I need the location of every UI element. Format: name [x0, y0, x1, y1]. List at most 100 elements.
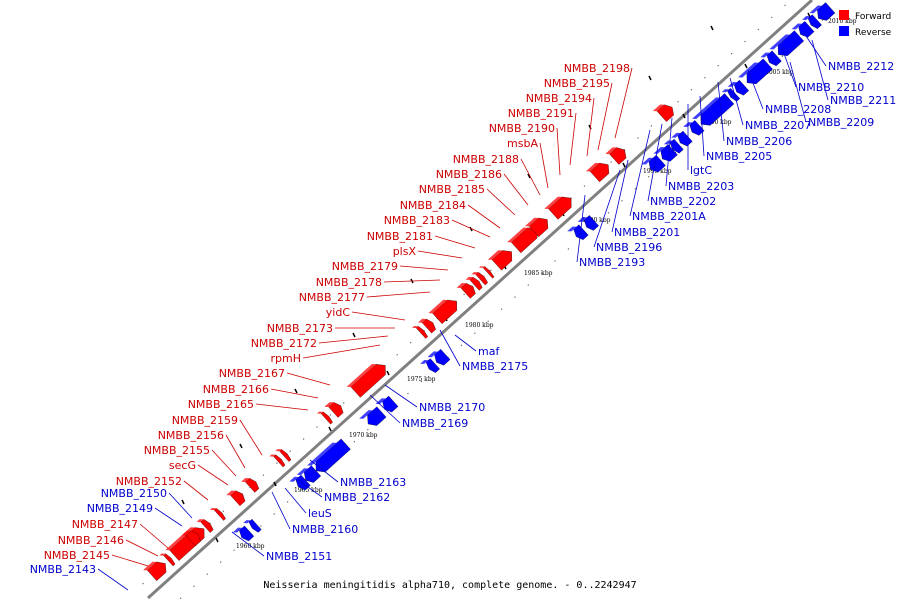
- forward-gene-label: msbA: [507, 137, 538, 150]
- leader-line: [811, 39, 829, 101]
- reverse-gene-arrow: [738, 58, 773, 85]
- forward-gene-label: NMBB_2165: [188, 398, 254, 411]
- leader-line: [384, 384, 418, 408]
- reverse-gene-arrow: [809, 2, 836, 21]
- scale-dot: [289, 450, 291, 452]
- scale-dot: [179, 597, 182, 599]
- leader-line: [97, 568, 129, 591]
- scale-dot: [193, 585, 195, 587]
- forward-gene-arrow: [209, 508, 226, 521]
- reverse-gene-label: NMBB_2162: [324, 491, 390, 504]
- forward-gene-label: NMBB_2179: [332, 260, 398, 273]
- leader-line: [439, 329, 461, 367]
- scale-dot: [222, 510, 224, 512]
- leader-line: [451, 219, 491, 238]
- leader-line: [486, 188, 516, 216]
- forward-gene-label: NMBB_2173: [267, 322, 333, 335]
- reverse-gene-arrow: [791, 21, 815, 38]
- reverse-gene-arrow: [769, 30, 804, 56]
- scale-dot: [744, 40, 746, 43]
- reverse-gene-label: NMBB_2169: [402, 417, 468, 430]
- reverse-gene-arrow: [641, 154, 666, 173]
- forward-gene-arrow: [456, 283, 476, 299]
- leader-line: [586, 97, 595, 157]
- reverse-gene-arrow: [727, 79, 749, 96]
- forward-gene-label: NMBB_2167: [219, 367, 285, 380]
- major-tick: [386, 370, 390, 376]
- major-tick: [710, 25, 714, 31]
- major-tick: [294, 388, 298, 394]
- leader-line: [503, 173, 529, 206]
- leader-line: [369, 394, 401, 424]
- reverse-gene-label: NMBB_2202: [650, 195, 716, 208]
- scale-dot: [690, 89, 693, 91]
- scale-dot: [353, 441, 356, 443]
- scale-dot: [316, 426, 318, 428]
- scale-dot: [329, 414, 331, 416]
- scale-dot: [781, 55, 784, 57]
- reverse-gene-label: NMBB_2170: [419, 401, 485, 414]
- leader-line: [665, 117, 673, 187]
- scale-dot: [260, 525, 262, 527]
- forward-gene-arrow: [465, 276, 483, 291]
- forward-gene-label: secG: [169, 459, 196, 472]
- scale-dot: [302, 438, 305, 440]
- forward-gene-arrow: [585, 162, 610, 183]
- leader-line: [629, 129, 651, 217]
- tick-label: 1990 kbp: [582, 217, 611, 224]
- forward-gene-arrow: [418, 318, 436, 334]
- scale-dot: [527, 284, 529, 286]
- forward-gene-label: NMBB_2146: [58, 534, 124, 547]
- reverse-gene-label: NMBB_2149: [87, 502, 153, 515]
- scale-dot: [821, 19, 824, 21]
- reverse-gene-label: NMBB_2151: [266, 550, 332, 563]
- scale-dot: [583, 185, 586, 187]
- leader-line: [139, 523, 169, 549]
- forward-gene-label: NMBB_2198: [564, 62, 630, 75]
- leader-line: [614, 67, 633, 139]
- legend: Forward Reverse: [839, 10, 892, 38]
- leader-line: [211, 449, 237, 477]
- forward-gene-arrow: [605, 147, 627, 165]
- reverse-gene-arrow: [307, 438, 351, 473]
- leader-line: [183, 480, 209, 501]
- leader-line: [286, 372, 331, 386]
- forward-gene-arrow: [269, 454, 286, 468]
- scale-dot: [784, 4, 786, 6]
- leader-line: [111, 554, 149, 567]
- scale-dot: [731, 52, 733, 55]
- major-tick: [273, 481, 277, 487]
- gene-labels: NMBB_2198 NMBB_2195 NMBB_2194 NMBB_2191 NMBB…: [30, 35, 896, 591]
- reverse-gene-arrow: [567, 224, 589, 240]
- reverse-gene-arrow: [721, 87, 741, 102]
- tick-label: 1980 kbp: [465, 322, 494, 329]
- leader-line: [520, 158, 541, 196]
- reverse-gene-label: NMBB_2201A: [632, 210, 706, 223]
- forward-gene-arrow: [525, 217, 549, 237]
- forward-gene-label: NMBB_2186: [436, 168, 502, 181]
- reverse-gene-label: NMBB_2209: [808, 116, 874, 129]
- forward-gene-label: NMBB_2181: [367, 230, 433, 243]
- forward-gene-arrow: [478, 266, 495, 279]
- scale-dot: [648, 176, 650, 178]
- genome-axis: [146, 0, 814, 600]
- scale-dot: [420, 380, 422, 383]
- scale-dot: [704, 77, 706, 79]
- major-tick: [622, 162, 626, 168]
- forward-gene-label: rpmH: [271, 352, 302, 365]
- forward-gene-arrow: [181, 530, 201, 547]
- forward-gene-arrow: [226, 490, 246, 507]
- leader-line: [417, 250, 463, 259]
- major-tick: [682, 113, 686, 119]
- reverse-gene-label: lgtC: [690, 164, 712, 177]
- leader-line: [168, 492, 193, 519]
- leader-line: [611, 159, 629, 233]
- leader-line: [302, 344, 381, 359]
- scale-dot: [367, 429, 369, 431]
- scale-dot: [460, 344, 463, 346]
- forward-gene-label: NMBB_2166: [203, 383, 269, 396]
- major-tick: [648, 75, 652, 81]
- major-tick: [469, 226, 473, 232]
- scale-dot: [396, 354, 398, 356]
